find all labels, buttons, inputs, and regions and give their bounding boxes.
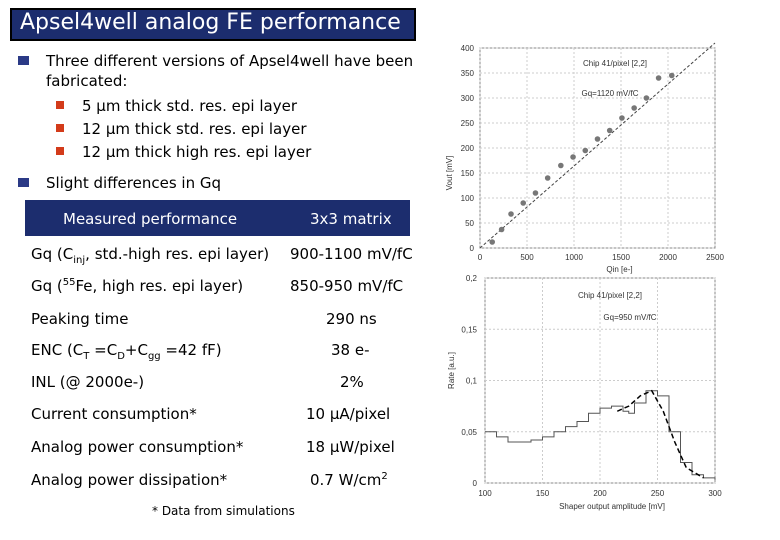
fit-curve — [616, 389, 704, 479]
x-tick-label: 1000 — [565, 253, 583, 262]
data-point — [508, 211, 514, 217]
x-tick-label: 2000 — [659, 253, 677, 262]
table-row: Analog power consumption* — [31, 438, 244, 456]
data-point — [570, 154, 576, 160]
sub-bullet-marker — [56, 101, 64, 109]
sub-bullet-2: 12 μm thick std. res. epi layer — [82, 120, 307, 138]
row-value: 2% — [340, 373, 364, 391]
x-tick-label: 250 — [651, 489, 665, 498]
data-point — [582, 147, 589, 154]
chart-annotation: Gq=1120 mV/fC — [582, 89, 639, 98]
bullet-marker — [18, 56, 29, 65]
table-row: Gq (Cinj, std.-high res. epi layer) — [31, 245, 270, 266]
data-point — [544, 175, 551, 181]
x-axis-label: Shaper output amplitude [mV] — [559, 502, 665, 511]
x-axis-label: Qin [e-] — [606, 265, 632, 274]
row-value: 38 e- — [331, 341, 370, 359]
bullet-text-2: Slight differences in Gq — [46, 174, 222, 192]
footnote: * Data from simulations — [152, 504, 295, 518]
row-value: 0.7 W/cm2 — [310, 471, 388, 489]
y-tick-label: 0,1 — [466, 377, 478, 386]
y-tick-label: 0,2 — [466, 274, 478, 283]
bullet-text-1: Three different versions of Apsel4well h… — [46, 52, 414, 70]
sub-bullet-3: 12 μm thick high res. epi layer — [82, 143, 312, 161]
y-axis-label: Rate [a.u.] — [447, 352, 456, 389]
x-tick-label: 300 — [708, 489, 722, 498]
bullet-marker — [18, 178, 29, 187]
sub-bullet-1: 5 μm thick std. res. epi layer — [82, 97, 297, 115]
y-axis-label: Vout [mV] — [445, 156, 454, 191]
slide-title: Apsel4well analog FE performance — [20, 10, 401, 35]
chart-annotation: Gq=950 mV/fC — [603, 313, 656, 322]
row-value: 18 μW/pixel — [306, 438, 395, 456]
y-tick-label: 0 — [473, 479, 478, 488]
x-tick-label: 200 — [593, 489, 607, 498]
linearity-chart: 0 50 100 150 200 250 300 350 400 0 500 1000 1500 2000… — [445, 42, 724, 274]
row-value: 900-1100 mV/fC — [290, 245, 413, 263]
y-tick-label: 300 — [461, 94, 475, 103]
table-row: Current consumption* — [31, 405, 197, 423]
y-tick-label: 50 — [465, 219, 474, 228]
row-value: 10 μA/pixel — [306, 405, 391, 423]
y-tick-label: 0 — [470, 244, 475, 253]
table-row: Analog power dissipation* — [31, 471, 228, 489]
x-tick-label: 2500 — [706, 253, 724, 262]
x-tick-label: 500 — [520, 253, 534, 262]
data-point — [655, 75, 662, 81]
y-tick-label: 150 — [461, 169, 475, 178]
y-tick-label: 250 — [461, 119, 475, 128]
chart-title: Chip 41/pixel [2,2] — [583, 59, 647, 68]
data-point — [643, 95, 650, 101]
data-point — [532, 190, 539, 196]
data-point — [631, 105, 637, 111]
chart-title: Chip 41/pixel [2,2] — [578, 291, 642, 300]
x-tick-label: 100 — [478, 489, 492, 498]
data-point — [489, 239, 496, 245]
spectrum-chart: 0 0,05 0,1 0,15 0,2 100 150 200 250 300 Chip 41/pi… — [447, 274, 722, 511]
table-row: Peaking time — [31, 310, 129, 328]
data-point — [498, 226, 505, 233]
table-row: INL (@ 2000e-) — [31, 373, 145, 391]
y-tick-label: 350 — [461, 69, 475, 78]
x-tick-label: 0 — [478, 253, 483, 262]
y-tick-label: 200 — [461, 144, 475, 153]
row-value: 850-950 mV/fC — [290, 277, 404, 295]
data-point — [594, 136, 601, 142]
fit-line — [479, 42, 716, 249]
data-point — [558, 162, 564, 169]
y-tick-label: 0,15 — [461, 325, 477, 334]
sub-bullet-marker — [56, 147, 64, 155]
x-tick-label: 150 — [536, 489, 550, 498]
data-point — [668, 72, 675, 79]
title-band — [10, 8, 416, 41]
header-measured: Measured performance — [63, 210, 238, 228]
table-row: Gq (55Fe, high res. epi layer) — [31, 277, 244, 295]
sub-bullet-marker — [56, 124, 64, 132]
table-row: ENC (CT =CD+Cgg =42 fF) — [31, 341, 222, 362]
plot-area — [484, 277, 716, 484]
row-value: 290 ns — [326, 310, 377, 328]
y-tick-label: 0,05 — [461, 428, 477, 437]
data-point — [619, 115, 625, 121]
data-point — [606, 127, 613, 134]
table-header: Measured performance 3x3 matrix — [25, 200, 410, 236]
histogram-series — [485, 390, 716, 480]
y-tick-label: 100 — [461, 194, 475, 203]
y-tick-label: 400 — [461, 44, 475, 53]
bullet-text-1b: fabricated: — [46, 72, 128, 90]
data-point — [520, 200, 527, 206]
header-matrix: 3x3 matrix — [310, 210, 392, 228]
x-tick-label: 1500 — [612, 253, 630, 262]
